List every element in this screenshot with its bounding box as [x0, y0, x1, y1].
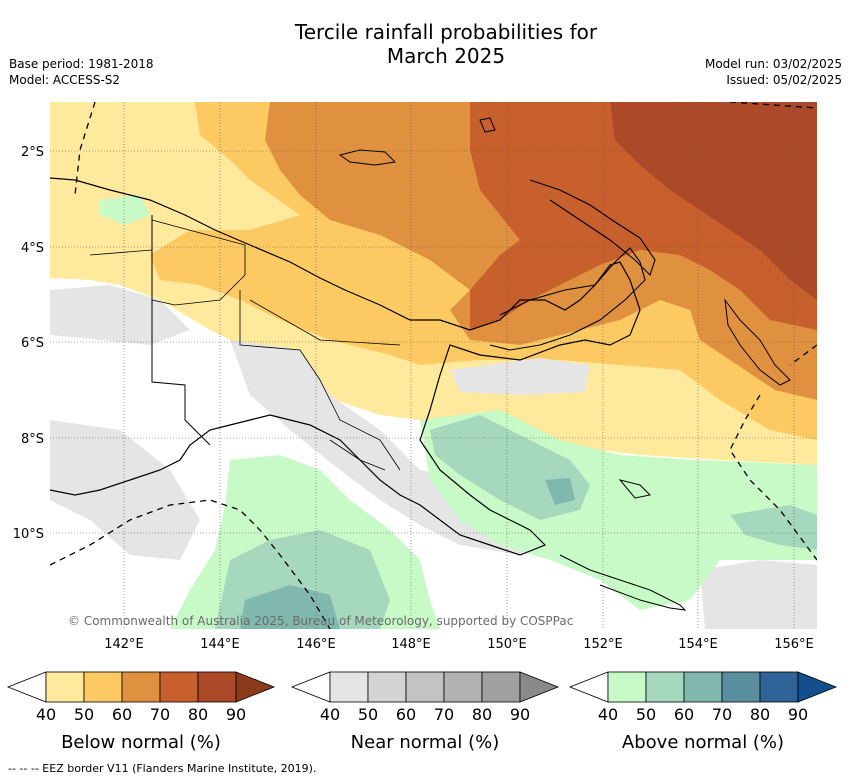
colorbar-extend-low: [568, 671, 609, 703]
colorbar-segment: [481, 671, 521, 703]
above-40-region-north: [100, 195, 150, 225]
colorbar-label: Below normal (%): [61, 732, 221, 753]
meta-right: Model run: 03/02/2025 Issued: 05/02/2025: [705, 56, 842, 88]
colorbar-tick: 70: [712, 705, 732, 724]
above-50-region-southeast: [730, 505, 817, 550]
colorbar-segment: [197, 671, 237, 703]
colorbar-tick: 60: [674, 705, 694, 724]
lon-tick: 154°E: [678, 637, 718, 652]
colorbar-below: 40 50 60 70 80 90 Below normal (%): [6, 671, 276, 753]
colorbar-tick: 40: [598, 705, 618, 724]
colorbar-extend-low: [6, 671, 47, 703]
colorbar-segment: [121, 671, 161, 703]
title-line-1: Tercile rainfall probabilities for: [294, 20, 598, 44]
lon-tick: 146°E: [296, 637, 336, 652]
above-50-region-east: [430, 415, 590, 520]
map-title: Tercile rainfall probabilities for March…: [0, 20, 850, 68]
above-60-region-south: [240, 585, 340, 629]
lat-tick-labels: 2°S 4°S 6°S 8°S 10°S: [13, 145, 44, 542]
title-line-2: March 2025: [386, 44, 506, 68]
lon-tick: 148°E: [391, 637, 431, 652]
footer-note: -- -- -- EEZ border V11 (Flanders Marine…: [8, 762, 317, 775]
lat-tick: 10°S: [13, 527, 44, 542]
lat-tick: 2°S: [21, 145, 44, 160]
colorbar-tick: 50: [358, 705, 378, 724]
colorbar-label: Near normal (%): [351, 732, 500, 753]
colorbar-extend-high: [797, 671, 838, 703]
colorbar-segment: [759, 671, 799, 703]
near-40-region-east: [450, 358, 590, 395]
colorbar-tick: 70: [434, 705, 454, 724]
manus-coastline: [338, 149, 397, 166]
colorbar-tick: 50: [74, 705, 94, 724]
colorbar-tick: 90: [510, 705, 530, 724]
lat-tick: 8°S: [21, 432, 44, 447]
graticule: [50, 102, 817, 629]
issued-date: Issued: 05/02/2025: [726, 73, 842, 87]
map-plot-area: © Commonwealth of Australia 2025, Bureau…: [50, 102, 817, 629]
copyright-text: © Commonwealth of Australia 2025, Bureau…: [68, 614, 573, 628]
new-ireland-coastline: [529, 179, 656, 277]
lon-tick-labels: 142°E 144°E 146°E 148°E 150°E 152°E 154°…: [104, 637, 814, 652]
model-run: Model run: 03/02/2025: [704, 57, 842, 71]
indonesia-png-border: [151, 215, 211, 446]
lon-tick: 144°E: [200, 637, 240, 652]
colorbar-segment: [405, 671, 445, 703]
colorbar-label: Above normal (%): [622, 732, 784, 753]
province-borders: [89, 219, 401, 471]
base-period: Base period: 1981-2018: [9, 57, 154, 71]
colorbar-tick: 90: [226, 705, 246, 724]
colorbar-segment: [329, 671, 369, 703]
near-40-region-southeast: [700, 560, 817, 629]
colorbar-segment: [443, 671, 483, 703]
lon-tick: 156°E: [774, 637, 814, 652]
colorbar-segment: [367, 671, 407, 703]
colorbar-near: 40 50 60 70 80 90 Near normal (%): [290, 671, 560, 753]
colorbar-extend-low: [290, 671, 331, 703]
lon-tick: 150°E: [487, 637, 527, 652]
colorbar-tick: 70: [150, 705, 170, 724]
colorbar-tick: 50: [636, 705, 656, 724]
colorbars: 40 50 60 70 80 90 Below normal (%) 40 50 60 70 80 90…: [6, 671, 838, 753]
near-40-region-southwest: [50, 420, 200, 560]
colorbar-segment: [83, 671, 123, 703]
colorbar-tick: 60: [112, 705, 132, 724]
colorbar-tick: 80: [472, 705, 492, 724]
islands-southeast: [479, 117, 687, 611]
lat-tick: 4°S: [21, 241, 44, 256]
below-80-region: [610, 102, 817, 300]
colorbar-segment: [159, 671, 199, 703]
lon-tick: 152°E: [583, 637, 623, 652]
lon-tick: 142°E: [104, 637, 144, 652]
colorbar-tick: 40: [320, 705, 340, 724]
bougainville-coastline: [724, 298, 791, 386]
above-60-region-east: [545, 478, 575, 505]
colorbar-extend-high: [519, 671, 560, 703]
eez-border: [50, 102, 817, 629]
colorbar-segment: [645, 671, 685, 703]
colorbar-tick: 90: [788, 705, 808, 724]
model-name: Model: ACCESS-S2: [9, 73, 121, 87]
colorbar-extend-high: [235, 671, 276, 703]
colorbar-tick: 60: [396, 705, 416, 724]
new-britain-coastline: [489, 247, 646, 351]
colorbar-segment: [683, 671, 723, 703]
meta-left: Base period: 1981-2018 Model: ACCESS-S2: [9, 56, 154, 88]
colorbar-segment: [45, 671, 85, 703]
near-40-region-west: [50, 285, 190, 345]
colorbar-tick: 80: [750, 705, 770, 724]
colorbar-segment: [607, 671, 647, 703]
lat-tick: 6°S: [21, 336, 44, 351]
colorbar-tick: 40: [36, 705, 56, 724]
new-guinea-coastline: [50, 177, 641, 556]
colorbar-segment: [721, 671, 761, 703]
colorbar-tick: 80: [188, 705, 208, 724]
